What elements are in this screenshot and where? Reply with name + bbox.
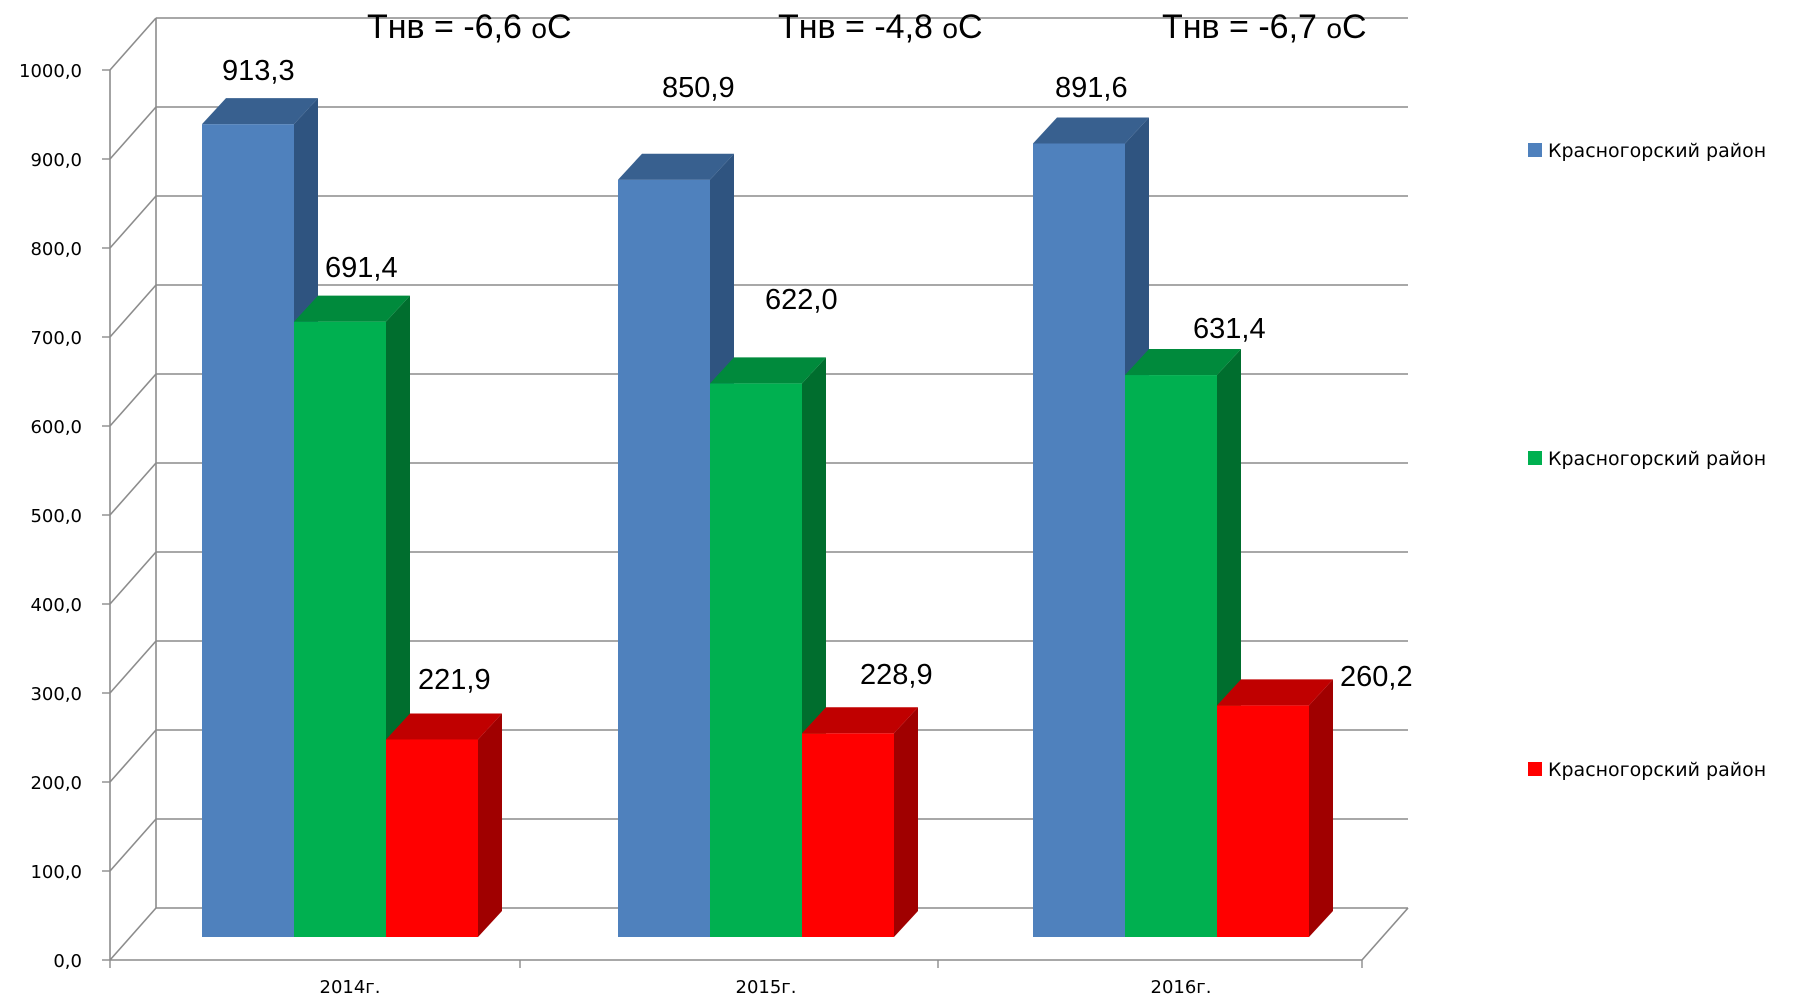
floor-edge <box>1361 907 1409 961</box>
bar-top <box>1125 349 1241 376</box>
data-label: 913,3 <box>222 55 295 87</box>
data-label: 631,4 <box>1193 313 1266 345</box>
y-tick-label: 700,0 <box>30 328 82 349</box>
axes <box>102 18 1409 968</box>
legend-label: Красногорский район <box>1548 140 1766 162</box>
legend: Красногорский район Красногорский район Кр… <box>1528 140 1766 781</box>
category-label: 2014г. <box>320 977 381 997</box>
wall-gridline <box>109 640 157 694</box>
bar-top <box>618 153 734 180</box>
y-tick-label: 0,0 <box>53 951 82 972</box>
bar-front <box>202 124 294 937</box>
temperature-annotation: Tнв = -6,7 oC <box>1162 8 1367 46</box>
bar-side <box>478 713 502 937</box>
bar-top <box>710 357 826 384</box>
bar-top <box>202 98 318 125</box>
bar-side <box>1309 679 1333 937</box>
data-label: 891,6 <box>1055 72 1128 104</box>
bar-front <box>710 383 802 937</box>
legend-swatch <box>1528 451 1542 465</box>
category-labels: 2014г. 2015г. 2016г. <box>320 977 1212 997</box>
bar-front <box>1217 705 1309 937</box>
data-label: 850,9 <box>662 72 735 104</box>
category-label: 2015г. <box>736 977 797 997</box>
wall-gridline <box>109 106 157 160</box>
bar-side <box>894 707 918 937</box>
wall-gridline <box>109 551 157 605</box>
y-tick-label: 100,0 <box>30 862 82 883</box>
legend-swatch <box>1528 143 1542 157</box>
wall-gridline <box>109 373 157 427</box>
bar-front <box>618 179 710 938</box>
wall-gridline <box>109 729 157 783</box>
bar-front <box>1033 143 1125 937</box>
temperature-annotation: Tнв = -6,6 oC <box>367 8 572 46</box>
bars <box>202 98 1333 938</box>
data-label: 622,0 <box>765 284 838 316</box>
data-label: 260,2 <box>1340 661 1413 693</box>
bar-front <box>802 733 894 937</box>
y-tick-label: 600,0 <box>30 417 82 438</box>
y-tick-label: 300,0 <box>30 684 82 705</box>
legend-label: Красногорский район <box>1548 448 1766 470</box>
bar-top <box>802 707 918 734</box>
data-label: 228,9 <box>860 659 933 691</box>
bar-front <box>386 739 478 937</box>
y-tick-label: 800,0 <box>30 239 82 260</box>
legend-label: Красногорский район <box>1548 759 1766 781</box>
legend-swatch <box>1528 762 1542 776</box>
bar-top <box>294 295 410 322</box>
data-label: 691,4 <box>325 252 398 284</box>
bar-top <box>1033 117 1149 144</box>
bar-front <box>1125 375 1217 938</box>
bar-top <box>1217 679 1333 706</box>
category-label: 2016г. <box>1151 977 1212 997</box>
y-tick-label: 900,0 <box>30 150 82 171</box>
bar-front <box>294 321 386 937</box>
data-label: 221,9 <box>418 664 491 696</box>
wall-gridline <box>109 907 157 961</box>
y-tick-labels: 0,0 100,0 200,0 300,0 400,0 500,0 600,0 700,0 80… <box>19 61 82 972</box>
wall-gridline <box>109 17 157 71</box>
y-tick-label: 500,0 <box>30 506 82 527</box>
wall-gridline <box>109 462 157 516</box>
y-tick-label: 1000,0 <box>19 61 82 82</box>
wall-gridline <box>109 818 157 872</box>
y-tick-label: 200,0 <box>30 773 82 794</box>
wall-gridline <box>109 195 157 249</box>
bar-top <box>386 713 502 740</box>
temperature-annotations: Tнв = -6,6 oC Tнв = -4,8 oC Tнв = -6,7 oC <box>367 8 1367 46</box>
temperature-annotation: Tнв = -4,8 oC <box>778 8 983 46</box>
y-tick-label: 400,0 <box>30 595 82 616</box>
data-labels: 913,3 691,4 221,9 850,9 622,0 228,9 891,6 631,4… <box>222 55 1413 696</box>
wall-gridline <box>109 284 157 338</box>
